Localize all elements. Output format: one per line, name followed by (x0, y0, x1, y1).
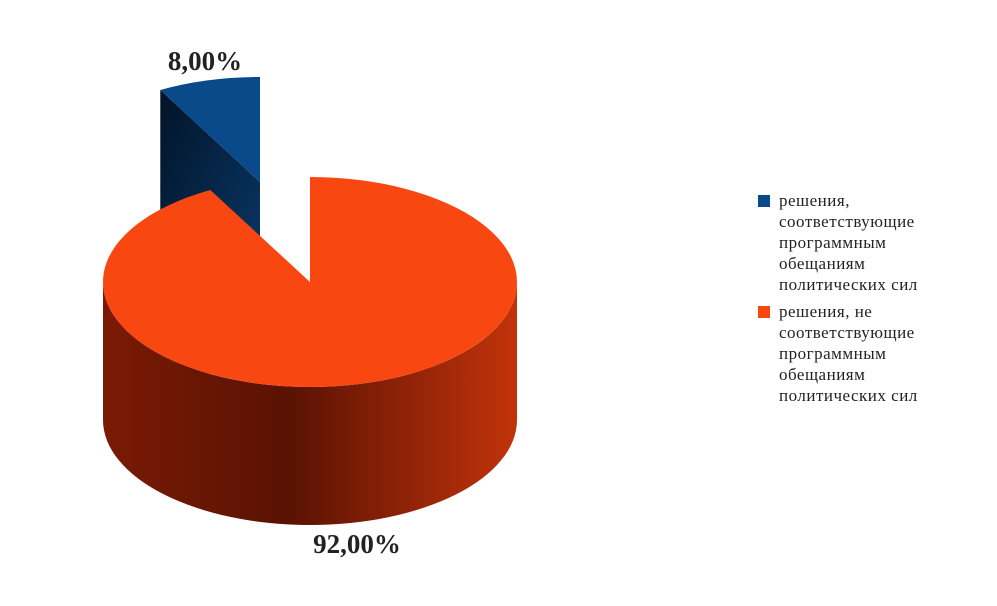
pie-slice (102, 177, 518, 387)
legend: решения, соответствующие программным обе… (758, 190, 958, 412)
data-label: 92,00% (313, 529, 401, 559)
legend-item: решения, не соответствующие программным … (758, 301, 958, 406)
legend-swatch (758, 306, 770, 318)
legend-item: решения, соответствующие программным обе… (758, 190, 958, 295)
slice-side (103, 282, 517, 525)
data-label: 8,00% (168, 46, 242, 76)
legend-swatch (758, 195, 770, 207)
legend-label: решения, соответствующие программным обе… (779, 191, 918, 294)
pie-slice (160, 77, 260, 182)
legend-label: решения, не соответствующие программным … (779, 302, 918, 405)
